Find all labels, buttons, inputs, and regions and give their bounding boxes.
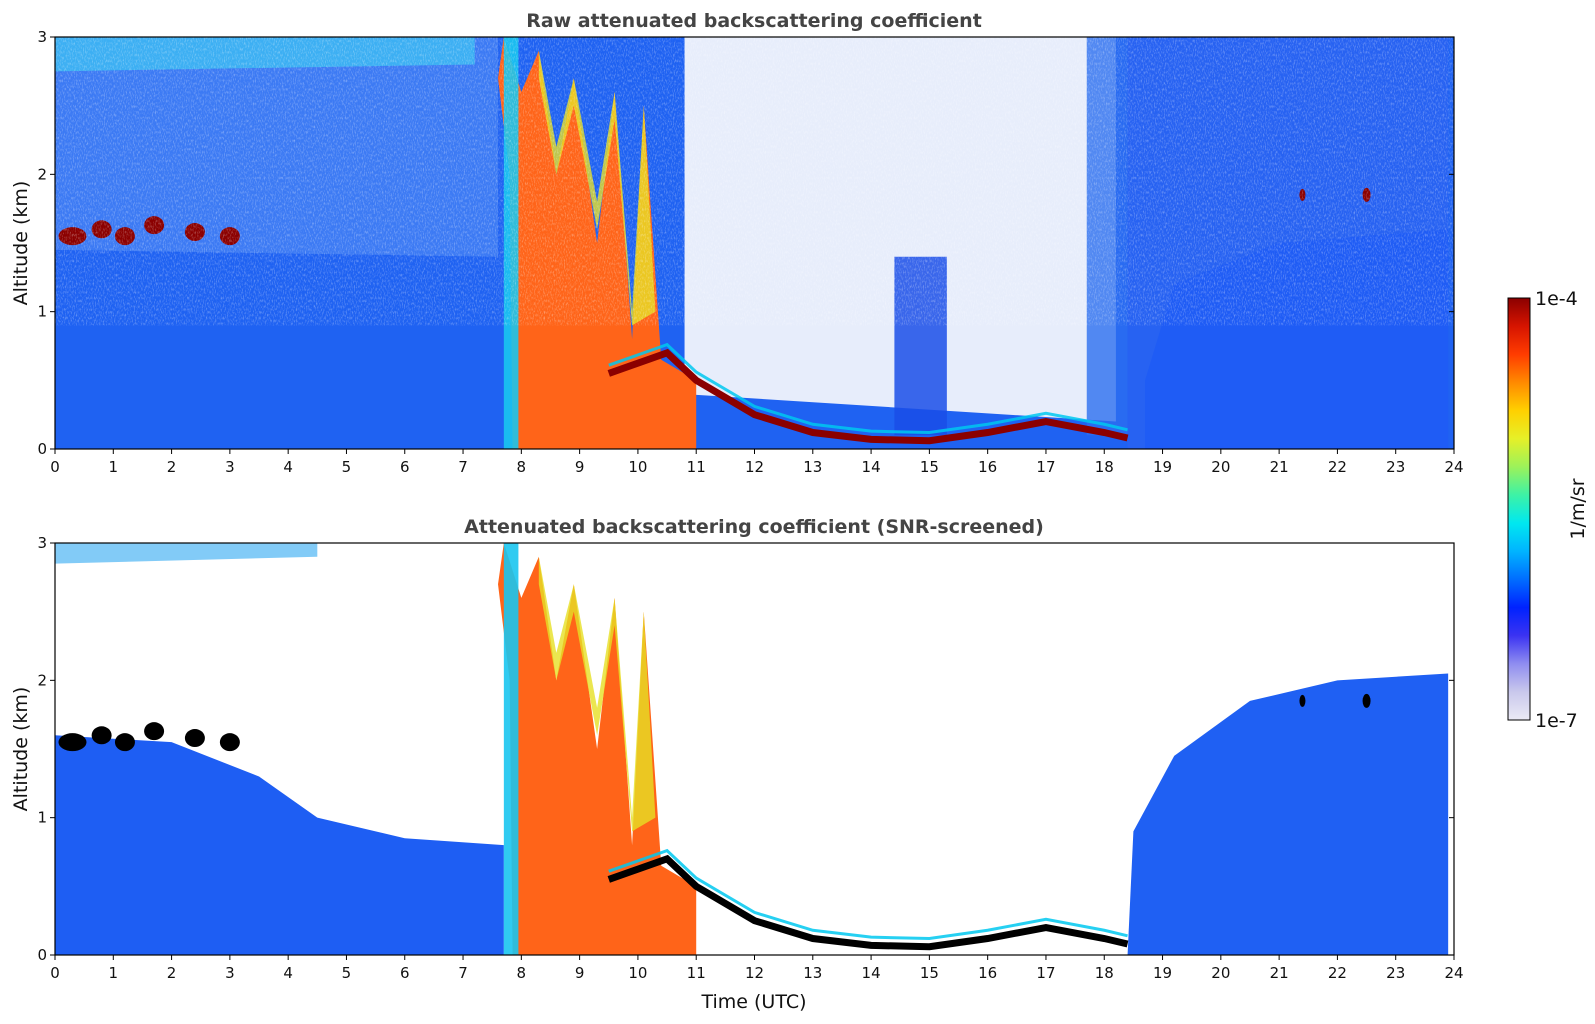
- x-tick-label: 24: [1444, 964, 1463, 982]
- heatmap-area: [55, 543, 1454, 955]
- x-tick-label: 18: [1095, 458, 1114, 476]
- boundary-layer: [55, 735, 504, 955]
- x-axis-label: Time (UTC): [700, 991, 806, 1013]
- x-tick-label: 15: [920, 964, 939, 982]
- x-tick-label: 7: [458, 964, 468, 982]
- residual-cloud-blob: [58, 733, 87, 752]
- raw-backscatter-panel: Raw attenuated backscattering coefficien…: [10, 10, 1464, 476]
- x-tick-label: 4: [283, 458, 293, 476]
- x-tick-label: 2: [167, 458, 177, 476]
- x-tick-label: 21: [1270, 964, 1289, 982]
- residual-cloud-blob: [184, 729, 205, 748]
- y-tick-label: 1: [37, 809, 47, 827]
- y-axis: 0 1 2 3: [37, 28, 1454, 458]
- x-tick-label: 22: [1328, 458, 1347, 476]
- x-tick-label: 12: [745, 964, 764, 982]
- x-tick-label: 2: [167, 964, 177, 982]
- y-axis-label: Altitude (km): [10, 181, 32, 306]
- x-tick-label: 20: [1211, 458, 1230, 476]
- cloud-speck: [1362, 693, 1371, 708]
- y-axis-label: Altitude (km): [10, 687, 32, 812]
- cloud-top-gradient: [538, 556, 656, 832]
- x-tick-label: 11: [687, 458, 706, 476]
- cloud-base: [607, 854, 1129, 951]
- y-tick-label: 3: [37, 28, 47, 46]
- y-axis: 0 1 2 3: [37, 534, 1454, 964]
- x-tick-label: 7: [458, 458, 468, 476]
- x-tick-label: 13: [803, 964, 822, 982]
- x-tick-label: 13: [803, 458, 822, 476]
- x-tick-label: 21: [1270, 458, 1289, 476]
- x-tick-label: 16: [978, 964, 997, 982]
- noise-texture: [55, 37, 1454, 326]
- heatmap-area: [55, 37, 1454, 449]
- x-tick-label: 24: [1444, 458, 1463, 476]
- x-tick-label: 6: [400, 458, 410, 476]
- cloud-edge: [503, 543, 519, 955]
- x-tick-label: 15: [920, 458, 939, 476]
- x-tick-label: 3: [225, 458, 235, 476]
- y-tick-label: 3: [37, 534, 47, 552]
- x-tick-label: 18: [1095, 964, 1114, 982]
- x-tick-label: 8: [517, 458, 527, 476]
- x-tick-label: 14: [862, 964, 881, 982]
- y-tick-label: 0: [37, 440, 47, 458]
- x-tick-label: 19: [1153, 458, 1172, 476]
- cloud-base: [607, 348, 1129, 445]
- panel-title: Raw attenuated backscattering coefficien…: [526, 10, 982, 32]
- x-tick-label: 17: [1036, 458, 1055, 476]
- residual-cloud-blob: [91, 726, 112, 745]
- residual-cloud-blob: [219, 733, 240, 752]
- cloud-base-edge: [608, 342, 1128, 435]
- cloud-speck: [1299, 694, 1306, 707]
- upper-noise-band: [55, 543, 318, 564]
- colorbar-label: 1/m/sr: [1567, 478, 1589, 539]
- x-tick-label: 1: [109, 964, 119, 982]
- x-tick-label: 6: [400, 964, 410, 982]
- x-tick-label: 0: [50, 458, 60, 476]
- panel-title: Attenuated backscattering coefficient (S…: [464, 516, 1044, 538]
- x-tick-label: 23: [1386, 964, 1405, 982]
- x-tick-label: 16: [978, 458, 997, 476]
- residual-cloud-blob: [114, 733, 135, 752]
- residual-cloud-blob: [144, 722, 165, 741]
- x-tick-label: 12: [745, 458, 764, 476]
- x-axis: 0 1 2 3 4 5 6 7 8 9 10 11 12 13 14 15 16 17 18 19 20 21 22 23 24: [50, 955, 1464, 982]
- afternoon-boundary-layer: [1127, 673, 1449, 955]
- x-tick-label: 14: [862, 458, 881, 476]
- thick-cloud: [498, 543, 697, 955]
- colorbar-min-label: 1e-7: [1535, 710, 1578, 732]
- x-tick-label: 9: [575, 964, 585, 982]
- x-tick-label: 23: [1386, 458, 1405, 476]
- x-tick-label: 8: [517, 964, 527, 982]
- cloud-base-edge: [608, 848, 1128, 941]
- snr-screened-panel: Attenuated backscattering coefficient (S…: [10, 516, 1464, 1013]
- x-tick-label: 0: [50, 964, 60, 982]
- x-tick-label: 5: [342, 458, 352, 476]
- x-tick-label: 22: [1328, 964, 1347, 982]
- y-tick-label: 2: [37, 165, 47, 183]
- x-tick-label: 11: [687, 964, 706, 982]
- x-tick-label: 3: [225, 964, 235, 982]
- colorbar-max-label: 1e-4: [1535, 288, 1578, 310]
- x-tick-label: 5: [342, 964, 352, 982]
- x-axis: 0 1 2 3 4 5 6 7 8 9 10 11 12 13 14 15 16 17 18 19 20 21 22 23 24: [50, 449, 1464, 476]
- x-tick-label: 19: [1153, 964, 1172, 982]
- colorbar: 1e-4 1e-7 1/m/sr: [1507, 288, 1589, 732]
- x-tick-label: 20: [1211, 964, 1230, 982]
- x-tick-label: 10: [628, 458, 647, 476]
- x-tick-label: 17: [1036, 964, 1055, 982]
- y-tick-label: 2: [37, 671, 47, 689]
- x-tick-label: 4: [283, 964, 293, 982]
- y-tick-label: 1: [37, 303, 47, 321]
- x-tick-label: 1: [109, 458, 119, 476]
- colorbar-gradient: [1507, 297, 1531, 721]
- y-tick-label: 0: [37, 946, 47, 964]
- x-tick-label: 9: [575, 458, 585, 476]
- x-tick-label: 10: [628, 964, 647, 982]
